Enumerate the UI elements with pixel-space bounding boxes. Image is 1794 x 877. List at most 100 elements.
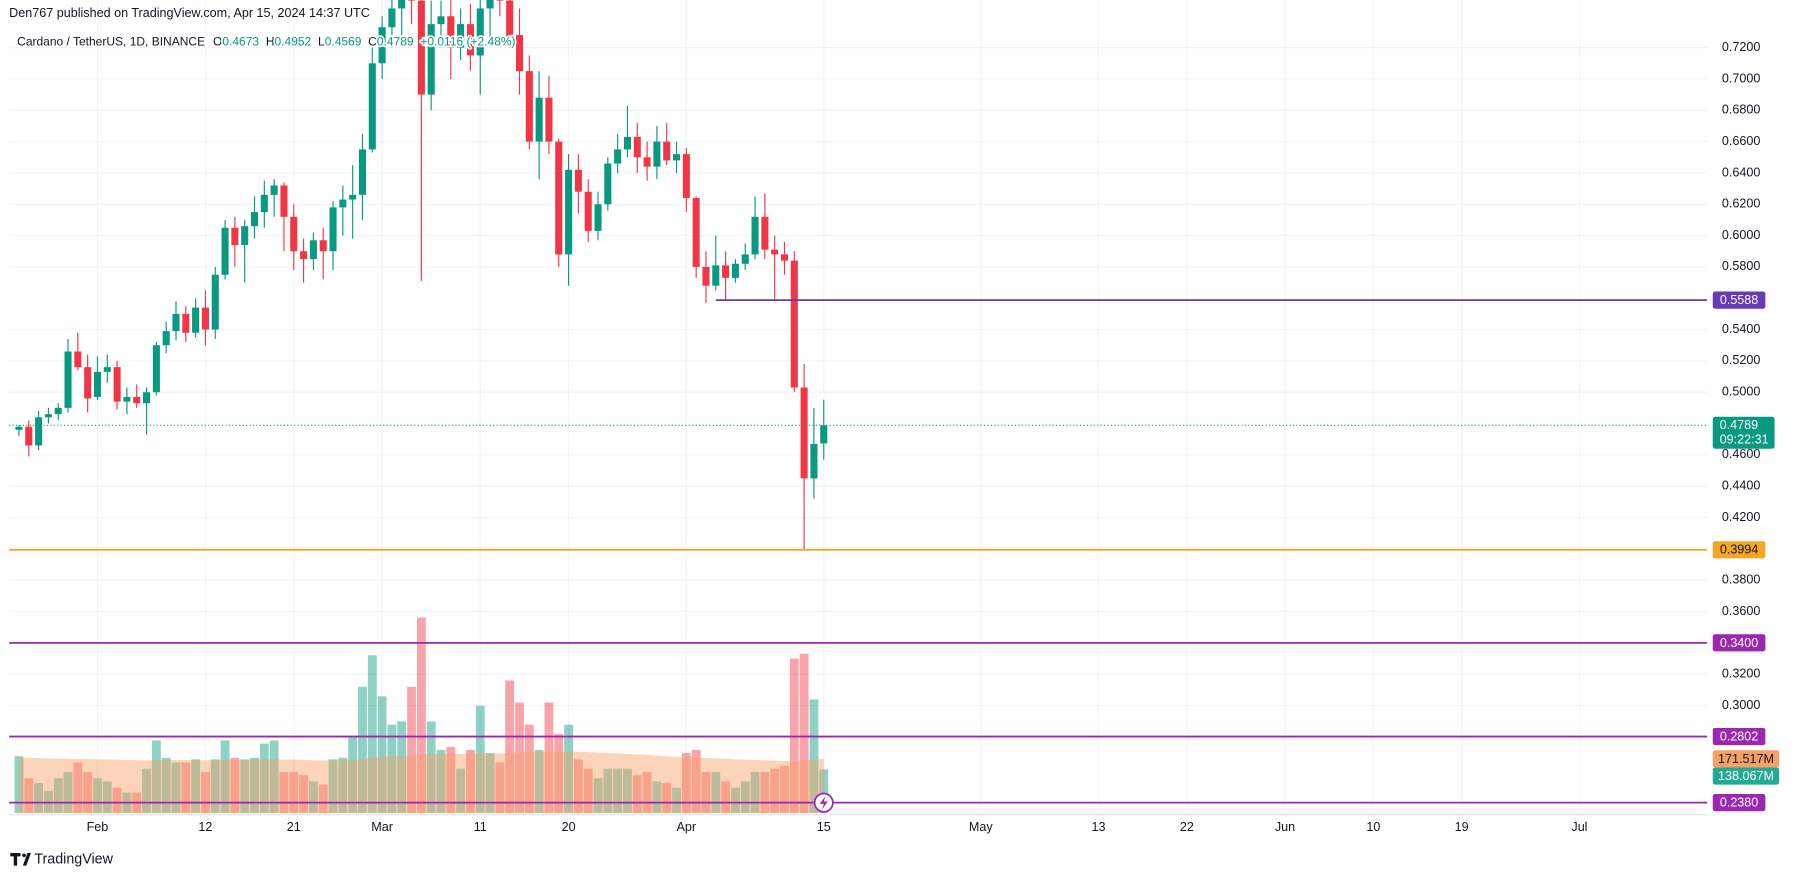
volume-bar <box>750 771 760 813</box>
volume-bar <box>652 781 662 813</box>
volume-bar <box>554 734 564 813</box>
candle-body <box>722 265 730 278</box>
candle-body <box>653 141 661 167</box>
legend-key: L <box>318 34 325 48</box>
candle-body <box>712 265 720 286</box>
x-tick-label: 20 <box>562 820 576 834</box>
candle-body <box>260 194 268 213</box>
candle-body <box>614 149 622 164</box>
candle-body <box>221 227 229 275</box>
volume-bar <box>642 771 652 813</box>
volume-bar <box>613 768 623 813</box>
volume-bar <box>240 759 250 813</box>
volume-bar <box>161 757 171 813</box>
candle-body <box>457 24 465 48</box>
candle-body <box>192 307 200 333</box>
candle-body <box>329 207 337 252</box>
volume-bar <box>809 699 819 813</box>
x-tick-label: Mar <box>371 820 393 834</box>
candle-body <box>408 0 416 1</box>
volume-bar <box>338 757 348 813</box>
x-tick-label: 19 <box>1455 820 1469 834</box>
volume-bar <box>348 737 358 813</box>
candle-body <box>93 371 102 397</box>
volume-bar <box>191 759 201 813</box>
candle-body <box>44 414 52 418</box>
volume-bar <box>93 778 102 813</box>
volume-bar <box>534 749 544 813</box>
candle-body <box>643 157 651 167</box>
volume-bar <box>112 787 122 813</box>
candle-body <box>358 149 367 195</box>
volume-bar <box>367 655 377 813</box>
volume-bar <box>83 771 93 813</box>
candle-body <box>761 216 769 250</box>
candle-body <box>437 16 445 25</box>
volume-bar <box>34 783 44 813</box>
y-tick-label: 0.6400 <box>1722 165 1760 179</box>
y-tick-label: 0.6600 <box>1722 134 1760 148</box>
candle-body <box>25 426 33 446</box>
legend-close: 0.4789 <box>377 34 414 48</box>
y-tick-label: 0.3000 <box>1722 698 1760 712</box>
volume-bar <box>466 749 475 813</box>
y-tick-label: 0.3600 <box>1722 604 1760 618</box>
candle-body <box>309 240 317 260</box>
countdown: 09:22:31 <box>1720 432 1769 446</box>
candle-body <box>535 97 543 142</box>
y-tick-label: 0.6000 <box>1722 228 1760 242</box>
candle-body <box>565 169 573 255</box>
candle-body <box>250 212 259 227</box>
candle-body <box>349 194 357 200</box>
level-label-box <box>1712 541 1766 559</box>
volume-bar <box>672 787 681 813</box>
candle-body <box>604 163 612 205</box>
volume-bar <box>230 757 240 813</box>
volume-bar <box>201 771 210 813</box>
volume-bar <box>544 702 554 813</box>
volume-label-box <box>1712 767 1780 785</box>
x-tick-label: 21 <box>287 820 301 834</box>
volume-bar <box>475 705 485 813</box>
volume-bar <box>573 759 583 813</box>
candle-body <box>201 307 209 330</box>
x-tick-label: Jun <box>1275 820 1295 834</box>
y-tick-label: 0.4200 <box>1722 510 1760 524</box>
volume-bar <box>63 771 73 813</box>
volume-bar <box>681 753 691 813</box>
y-tick-label: 0.7000 <box>1722 71 1760 85</box>
candle-body <box>103 367 111 372</box>
candle-body <box>633 136 641 158</box>
volume-bar <box>181 762 191 813</box>
volume-bar <box>662 783 672 813</box>
candle-body <box>771 249 779 255</box>
candle-body <box>35 417 43 446</box>
volume-bar <box>73 762 83 813</box>
volume-bar <box>250 757 259 813</box>
volume-bar <box>701 771 711 813</box>
x-tick-label: 11 <box>474 820 487 834</box>
candle-body <box>143 392 151 404</box>
legend-low: 0.4569 <box>325 34 362 48</box>
candle-body <box>368 63 376 150</box>
last-price-box <box>1712 416 1775 449</box>
last-price-label: 0.4789 <box>1720 418 1758 432</box>
candles <box>15 0 828 550</box>
candle-body <box>319 240 327 252</box>
candle-body <box>820 425 828 444</box>
volume-bar <box>269 740 279 813</box>
volume-bar <box>358 686 367 813</box>
volume-bar <box>142 768 151 813</box>
candle-body <box>702 266 710 286</box>
candle-body <box>388 8 396 28</box>
y-tick-label: 0.6800 <box>1722 103 1760 117</box>
candle-body <box>594 204 602 231</box>
x-tick-label: 22 <box>1180 820 1194 834</box>
volume-bar <box>819 769 829 813</box>
candle-body <box>555 141 563 255</box>
volume-ma-area <box>18 751 824 813</box>
volume-bar <box>760 771 770 813</box>
x-tick-label: Jul <box>1571 820 1587 834</box>
volume-bar <box>14 756 24 813</box>
